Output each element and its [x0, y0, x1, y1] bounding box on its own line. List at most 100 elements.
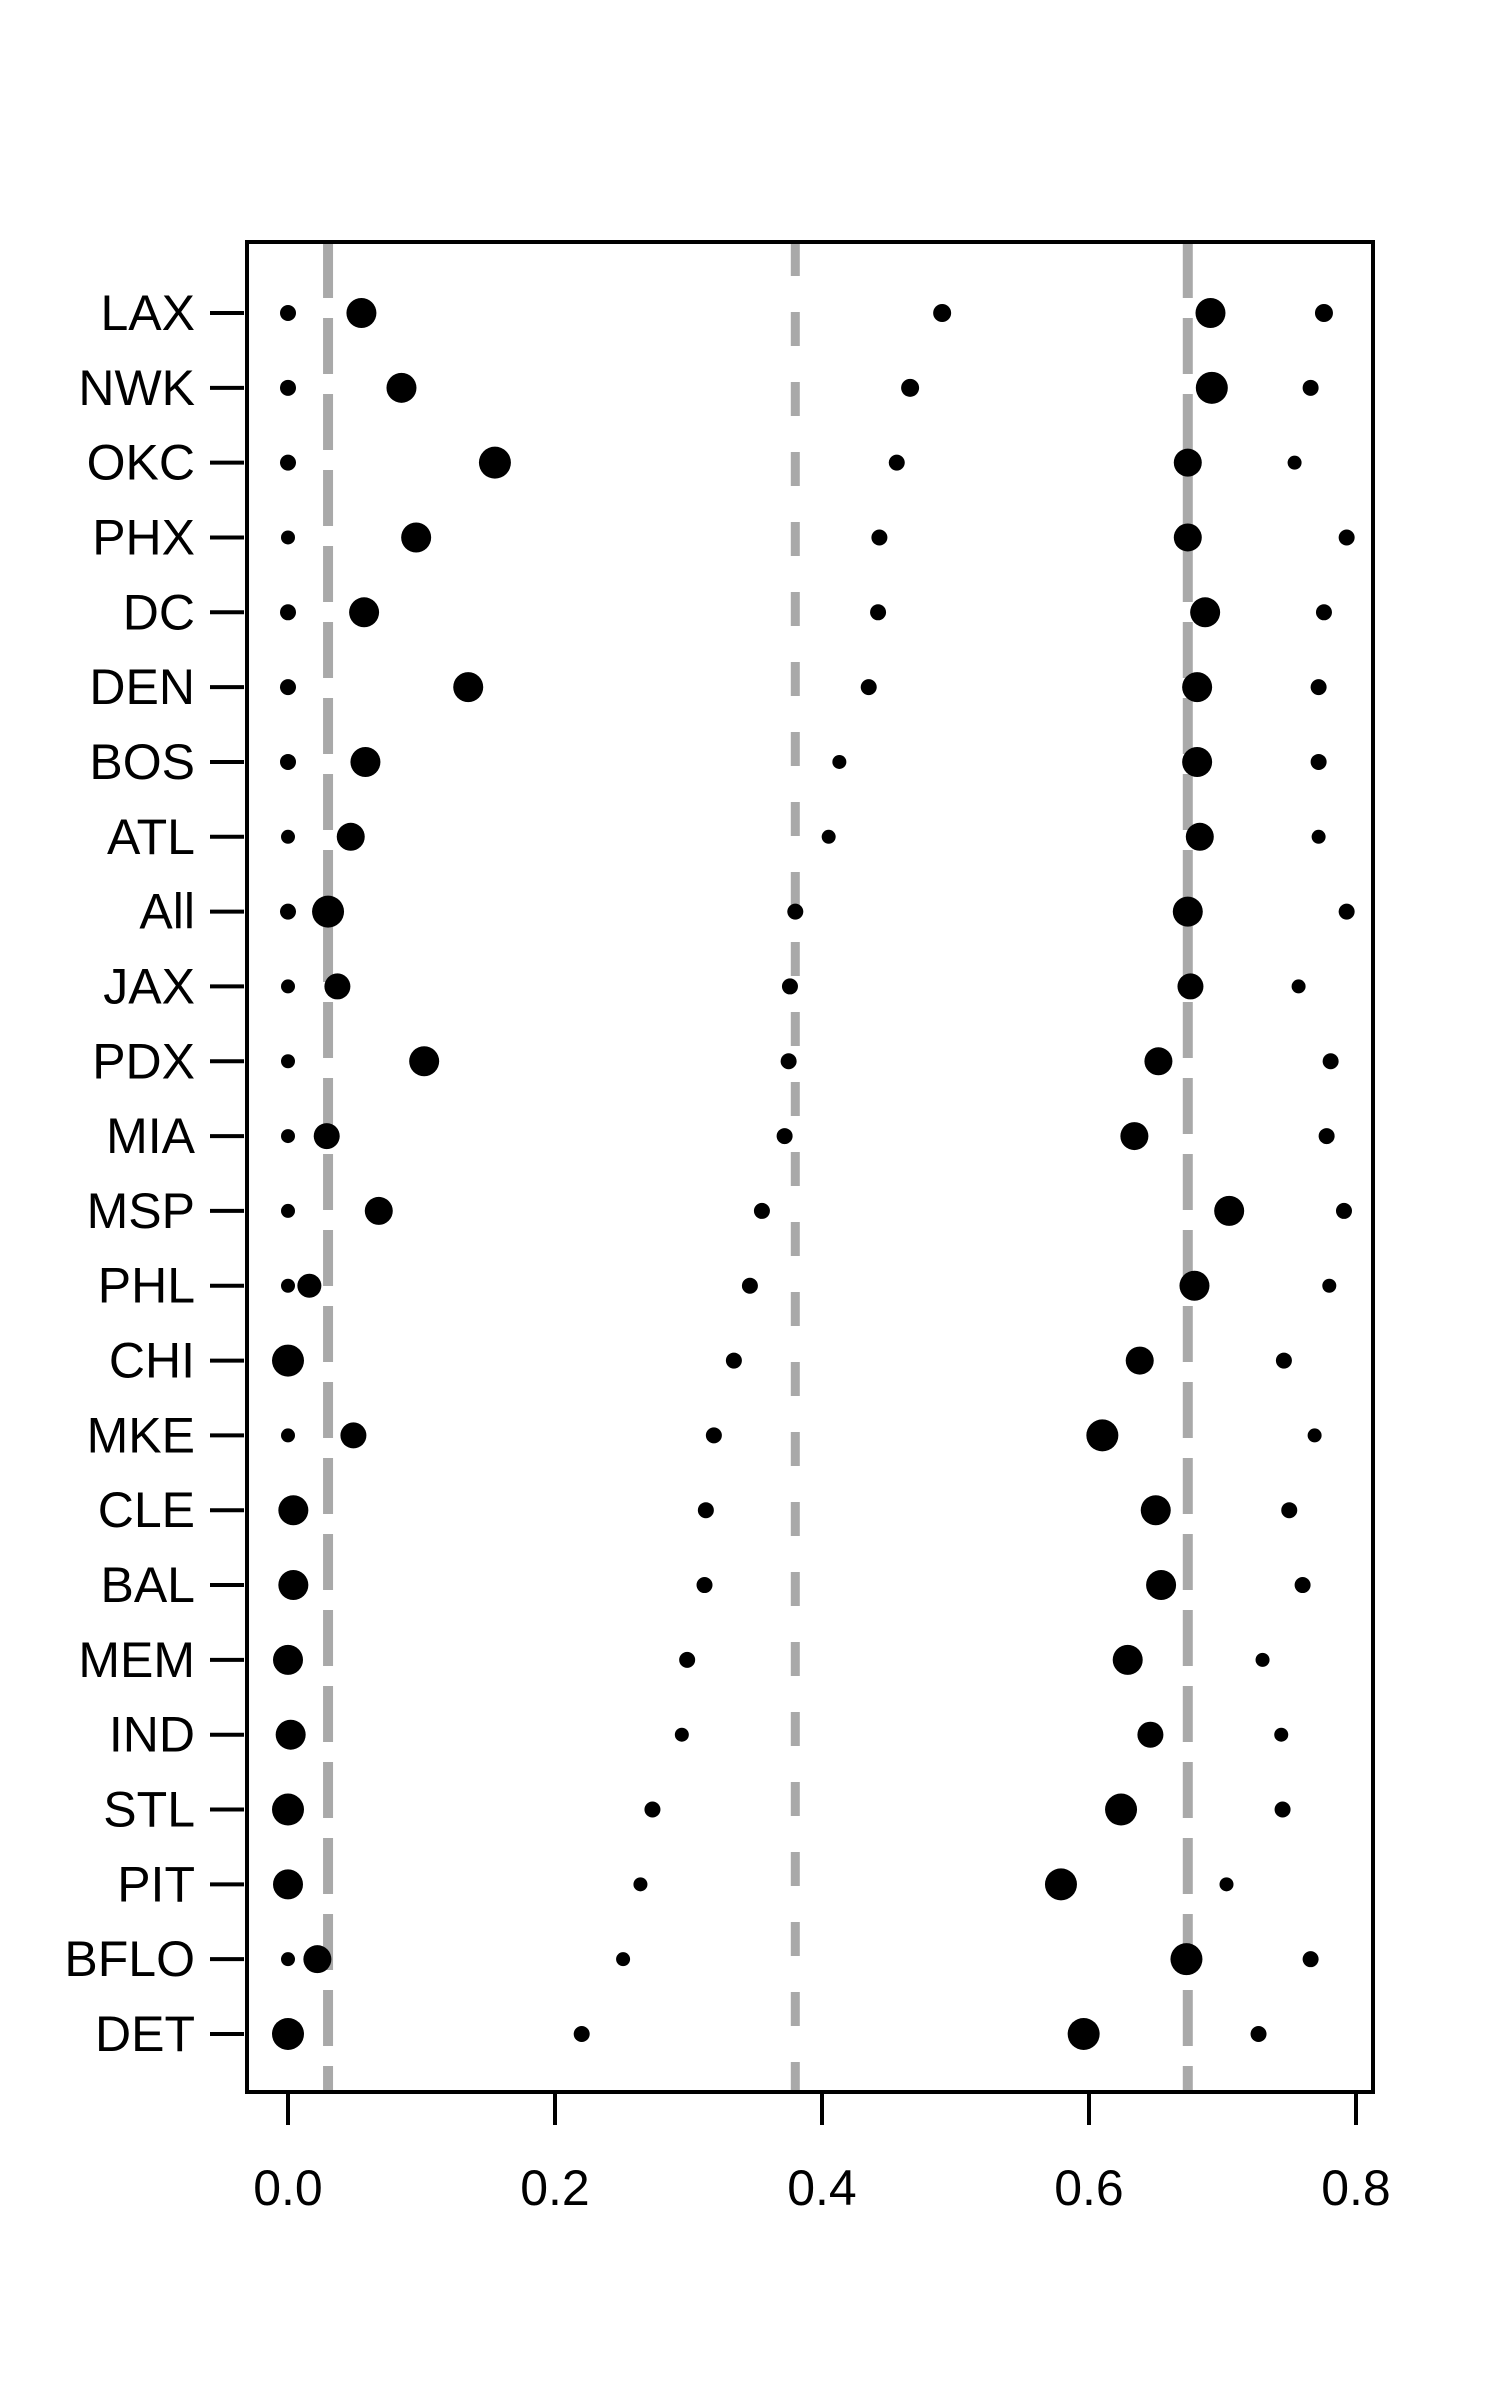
data-point: [386, 372, 417, 403]
data-point: [272, 2017, 304, 2050]
y-axis-label: ATL: [107, 809, 195, 865]
y-axis-label: CHI: [109, 1333, 195, 1389]
data-point: [1322, 1278, 1337, 1293]
data-point: [674, 1727, 689, 1742]
x-tick-label: 0.6: [1054, 2160, 1124, 2216]
data-point: [453, 672, 484, 703]
data-point: [273, 1869, 303, 1900]
data-point: [278, 1570, 309, 1601]
data-point: [281, 1054, 295, 1069]
data-point: [312, 895, 345, 928]
data-point: [281, 979, 295, 994]
x-tick-label: 0.0: [253, 2160, 323, 2216]
data-point: [870, 604, 887, 621]
y-axis-label: STL: [103, 1782, 195, 1838]
y-axis-label: JAX: [103, 958, 195, 1014]
data-point: [1294, 1577, 1311, 1594]
y-axis-label: BAL: [100, 1557, 195, 1613]
data-point: [346, 298, 377, 328]
data-point: [1086, 1419, 1119, 1452]
data-point: [1185, 822, 1214, 851]
y-axis-label: PHL: [98, 1258, 195, 1314]
data-point: [281, 829, 295, 844]
data-point: [1310, 679, 1327, 696]
data-point: [1255, 1652, 1270, 1667]
data-point: [1125, 1346, 1154, 1375]
data-point: [336, 822, 365, 851]
data-point: [888, 454, 905, 471]
data-point: [280, 379, 296, 396]
data-point: [1302, 1951, 1319, 1968]
y-axis-label: MEM: [78, 1632, 195, 1688]
y-axis-label: All: [139, 884, 195, 940]
data-point: [633, 1877, 648, 1892]
data-point: [1137, 1721, 1164, 1748]
y-axis-label: DET: [95, 2006, 195, 2062]
y-axis-label: BOS: [89, 734, 195, 790]
data-point: [313, 1123, 340, 1150]
data-point: [1195, 298, 1226, 328]
data-point: [679, 1651, 696, 1668]
data-point: [272, 1344, 304, 1377]
data-point: [273, 1644, 303, 1675]
data-point: [573, 2025, 590, 2042]
data-point: [281, 1952, 295, 1967]
data-point: [1140, 1495, 1171, 1526]
y-axis-label: PDX: [92, 1033, 195, 1089]
data-point: [340, 1422, 367, 1449]
data-point: [1338, 903, 1355, 920]
data-point: [278, 1495, 309, 1526]
data-point: [1172, 896, 1203, 927]
data-point: [781, 978, 798, 995]
data-point: [303, 1945, 332, 1974]
data-point: [478, 446, 511, 479]
data-point: [349, 597, 380, 628]
data-point: [1311, 829, 1326, 844]
y-axis-label: NWK: [78, 360, 195, 416]
data-point: [705, 1427, 722, 1444]
data-point: [275, 1719, 306, 1750]
data-point: [281, 1278, 295, 1293]
x-tick-label: 0.2: [520, 2160, 590, 2216]
data-point: [1315, 604, 1332, 621]
data-point: [281, 1129, 295, 1144]
data-point: [933, 304, 952, 322]
x-tick-label: 0.4: [787, 2160, 857, 2216]
data-point: [1302, 379, 1319, 396]
data-point: [697, 1502, 714, 1519]
data-point: [616, 1952, 631, 1967]
data-point: [350, 746, 381, 777]
y-axis-label: LAX: [100, 285, 195, 341]
data-point: [1182, 672, 1213, 703]
y-axis-label: DEN: [89, 659, 195, 715]
data-point: [1195, 371, 1228, 404]
x-tick-label: 0.8: [1321, 2160, 1391, 2216]
data-point: [280, 753, 296, 770]
data-point: [1190, 597, 1221, 628]
data-point: [1338, 529, 1355, 546]
y-axis-label: CLE: [98, 1482, 195, 1538]
data-point: [324, 973, 351, 1000]
data-point: [1291, 979, 1306, 994]
data-point: [1322, 1053, 1339, 1070]
data-point: [1146, 1570, 1177, 1601]
data-point: [280, 903, 296, 920]
y-axis-label: BFLO: [64, 1931, 195, 1987]
data-point: [1105, 1793, 1138, 1826]
data-point: [1173, 523, 1202, 552]
data-point: [1281, 1502, 1298, 1519]
data-point: [1219, 1877, 1234, 1892]
data-point: [1307, 1428, 1322, 1443]
data-point: [1067, 2017, 1100, 2050]
data-point: [860, 679, 877, 696]
data-point: [1310, 753, 1327, 770]
data-point: [401, 522, 432, 553]
y-axis-label: DC: [123, 584, 195, 640]
data-point: [1318, 1128, 1335, 1145]
data-point: [281, 530, 295, 545]
data-point: [364, 1196, 393, 1225]
data-point: [1274, 1727, 1289, 1742]
